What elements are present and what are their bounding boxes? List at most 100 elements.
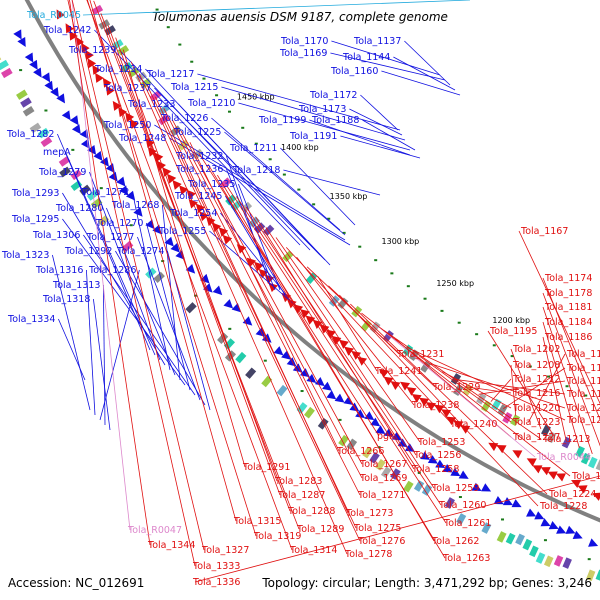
gene-arrow	[526, 458, 537, 467]
gene-arrow	[223, 299, 234, 309]
gene-arrow	[108, 171, 118, 182]
gene-label: Tola_1192	[566, 363, 600, 374]
leader-line	[527, 353, 566, 423]
feature-block	[383, 330, 394, 342]
tick-mark	[300, 390, 304, 393]
gene-arrow	[56, 9, 65, 20]
leader-line	[542, 277, 600, 421]
gene-arrow	[212, 285, 223, 296]
gene-label: Tola_1319	[253, 531, 301, 542]
gene-label: Tola_1233	[127, 99, 175, 110]
gene-label: Tola_1248	[118, 133, 166, 144]
feature-block	[595, 459, 600, 471]
leader-line	[280, 147, 356, 226]
gene-arrow	[179, 185, 189, 195]
gene-arrow	[258, 268, 269, 279]
gene-label: Tola_1288	[287, 506, 335, 517]
gene-label: Tola_R0045	[26, 10, 81, 21]
leader-line	[178, 103, 331, 266]
gene-arrow	[33, 67, 42, 78]
tick-mark	[406, 285, 410, 288]
leader-line	[146, 222, 191, 391]
tick-mark	[501, 518, 505, 521]
gene-arrow	[446, 416, 457, 426]
feature-block	[245, 367, 257, 379]
feature-block	[553, 555, 564, 567]
leader-line	[362, 119, 416, 151]
leader-line	[67, 0, 196, 567]
gene-label: Tola_1318	[42, 294, 90, 305]
leader-line	[236, 196, 442, 506]
gene-label: Tola_1336	[192, 577, 240, 588]
genome-summary-text: Topology: circular; Length: 3,471,292 bp…	[262, 576, 592, 590]
tick-mark	[71, 148, 75, 151]
gene-label: Tola_1208	[512, 360, 560, 371]
gene-arrow	[588, 538, 599, 547]
tick-mark	[99, 187, 103, 190]
tick-mark	[263, 359, 267, 362]
gene-label: Tola_1254	[169, 208, 217, 219]
gene-label: Tola_1258	[411, 464, 459, 475]
feature-block	[543, 555, 554, 568]
gene-arrow	[95, 72, 104, 83]
tick-mark	[377, 446, 381, 449]
gene-label: Tola_1291	[242, 462, 290, 473]
gene-arrow	[370, 417, 381, 427]
gene-arrow	[572, 530, 583, 539]
gene-arrow	[383, 376, 394, 386]
gene-label: Tola_1215	[170, 82, 218, 93]
feature-block	[235, 351, 247, 364]
gene-label: Tola_1273	[345, 508, 393, 519]
leader-line	[89, 171, 161, 361]
gene-label: Tola_1260	[438, 500, 486, 511]
gene-label: pgk	[377, 431, 395, 442]
gene-arrow	[540, 467, 551, 476]
gene-label: Tola_1271	[357, 490, 405, 501]
gene-arrow	[383, 428, 394, 437]
gene-label: Tola_R0044	[536, 452, 591, 463]
leader-line	[478, 380, 566, 395]
tick-mark	[457, 321, 461, 324]
tick-mark	[297, 188, 301, 191]
gene-arrow	[17, 36, 26, 47]
leader-line	[221, 86, 406, 141]
feature-block	[70, 169, 83, 181]
leader-line	[226, 155, 271, 286]
gene-arrow	[195, 203, 206, 214]
feature-block	[586, 569, 596, 582]
feature-block	[40, 136, 53, 148]
gene-label: Tola_1167	[520, 226, 568, 237]
tick-mark	[19, 69, 23, 72]
gene-label: Tola_1282	[6, 129, 54, 140]
gene-arrow	[300, 309, 310, 319]
gene-arrow	[255, 327, 266, 337]
leader-line	[361, 312, 571, 477]
leader-line	[330, 52, 446, 81]
leader-line	[245, 206, 435, 489]
feature-block	[0, 59, 9, 71]
gene-label: Tola_1276	[357, 536, 405, 547]
gene-label: Tola_1212	[512, 374, 560, 385]
leader-line	[404, 40, 451, 86]
tick-mark	[254, 142, 258, 145]
leader-line	[442, 371, 512, 409]
feature-block	[276, 384, 288, 397]
tick-mark	[543, 539, 547, 542]
gene-label: Tola_1236	[175, 164, 223, 175]
gene-label: Tola_1226	[160, 113, 208, 124]
leader-line	[349, 108, 403, 136]
feature-block	[481, 522, 492, 534]
gene-arrow	[375, 425, 386, 435]
leader-line	[510, 364, 517, 416]
feature-block	[37, 127, 50, 139]
leader-line	[71, 0, 205, 551]
tick-mark	[228, 327, 232, 330]
gene-label: Tola_1327	[201, 545, 249, 556]
gene-label: Tola_1266	[336, 446, 384, 457]
tick-mark	[423, 297, 427, 300]
gene-arrow	[453, 420, 464, 430]
tick-mark	[327, 217, 331, 220]
gene-arrow	[65, 23, 75, 34]
accession-text: Accession: NC_012691	[8, 576, 145, 590]
gene-arrow	[200, 273, 210, 284]
